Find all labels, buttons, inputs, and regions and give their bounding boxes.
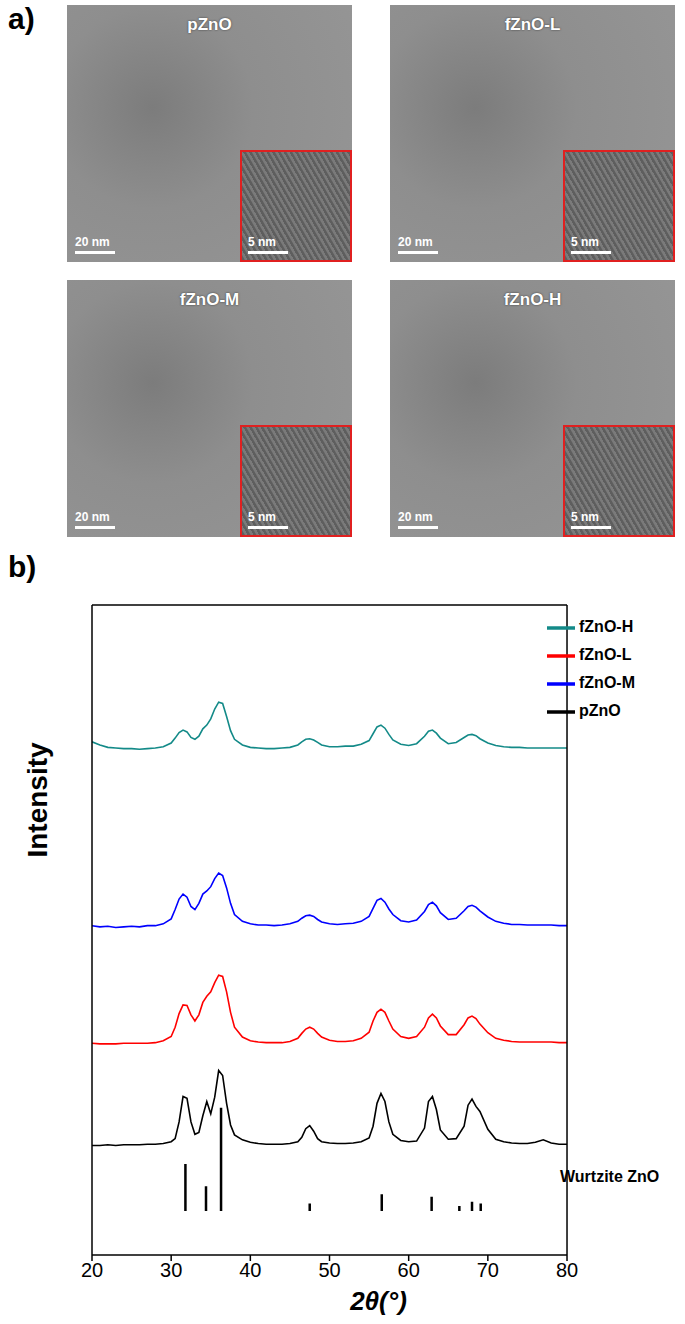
svg-text:40: 40 — [239, 1259, 261, 1281]
html-text:5 nm: 5 nm — [571, 510, 599, 524]
html-text:b): b) — [8, 550, 37, 583]
html-text:5 nm: 5 nm — [571, 235, 599, 249]
html-text:fZnO-H: fZnO-H — [503, 290, 562, 309]
svg-text:80: 80 — [556, 1259, 578, 1281]
html-text:20 nm: 20 nm — [398, 510, 433, 524]
html-text:pZnO: pZnO — [579, 702, 621, 720]
svg-text:60: 60 — [398, 1259, 420, 1281]
svg-text:30: 30 — [160, 1259, 182, 1281]
html-text:5 nm: 5 nm — [248, 235, 276, 249]
html-text:20 nm: 20 nm — [75, 510, 110, 524]
html-text:fZnO-H: fZnO-H — [579, 618, 634, 636]
html-text:20 nm: 20 nm — [398, 235, 433, 249]
html-text:2θ(°): 2θ(°) — [350, 1286, 407, 1316]
html-text:Intensity: Intensity — [22, 742, 53, 858]
html-text:Wurtzite ZnO: Wurtzite ZnO — [560, 1168, 660, 1185]
html-text:a): a) — [8, 2, 35, 35]
svg-text:70: 70 — [477, 1259, 499, 1281]
html-text:fZnO-M: fZnO-M — [179, 290, 240, 309]
html-text:fZnO-L: fZnO-L — [504, 15, 561, 34]
html-text:fZnO-L: fZnO-L — [579, 646, 632, 664]
svg-text:20: 20 — [81, 1259, 103, 1281]
html-text:pZnO: pZnO — [187, 15, 232, 34]
html-text:20 nm: 20 nm — [75, 235, 110, 249]
html-text:5 nm: 5 nm — [248, 510, 276, 524]
svg-text:50: 50 — [318, 1259, 340, 1281]
html-text:fZnO-M: fZnO-M — [579, 674, 635, 692]
